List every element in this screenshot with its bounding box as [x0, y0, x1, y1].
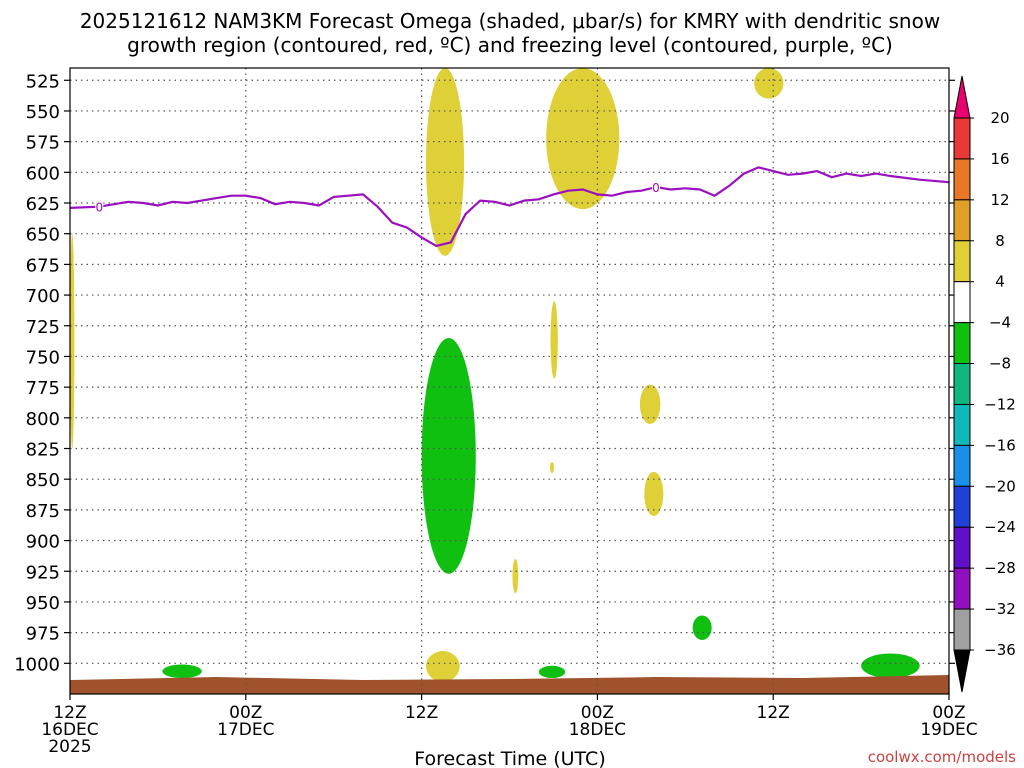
omega-region-2 [546, 68, 620, 210]
omega-region-12 [162, 664, 202, 679]
freezing-level-label-1: 0 [652, 181, 660, 195]
plot-background [70, 68, 949, 694]
freezing-level-label-0: 0 [95, 201, 103, 215]
grid-lines [70, 68, 949, 694]
colorbar-label-4: 4 [995, 273, 1005, 291]
omega-region-1 [426, 68, 465, 256]
omega-region-3 [754, 68, 784, 99]
x-tick-label-0-0: 12Z [53, 703, 86, 723]
chart-title-line-1: 2025121612 NAM3KM Forecast Omega (shaded… [80, 9, 940, 33]
y-axis: 525 550 575 600 625 650 675 700 725 750 775 800 825 8… [14, 71, 955, 675]
x-tick-label-60-1: 19DEC [920, 720, 977, 740]
y-tick-label-925: 925 [26, 562, 60, 583]
colorbar-segment-9 [953, 444, 971, 487]
y-tick-label-725: 725 [26, 317, 60, 338]
y-tick-label-850: 850 [26, 470, 60, 491]
freezing-level-label-bg-0 [95, 200, 104, 213]
omega-region-13 [538, 665, 566, 679]
y-tick-label-525: 525 [26, 71, 60, 92]
y-tick-label-1000: 1000 [14, 654, 60, 675]
colorbar-label-1: 16 [990, 150, 1009, 168]
x-tick-label-24-0: 12Z [405, 703, 438, 723]
freezing-level-label-bg-1 [652, 181, 660, 194]
colorbar-label-10: −24 [984, 518, 1016, 536]
colorbar-segment-8 [953, 403, 971, 446]
omega-region-4 [550, 301, 558, 379]
y-tick-label-950: 950 [26, 593, 60, 614]
colorbar-segment-4 [953, 240, 971, 283]
y-tick-label-975: 975 [26, 624, 60, 645]
colorbar-label-7: −12 [984, 395, 1016, 413]
omega-shading [70, 68, 949, 694]
colorbar-segment-12 [953, 567, 971, 610]
x-tick-label-0-1: 16DEC [41, 720, 98, 740]
watermark: coolwx.com/models [868, 748, 1016, 766]
terrain-strip [70, 675, 949, 694]
y-tick-label-825: 825 [26, 440, 60, 461]
x-tick-label-12-1: 17DEC [217, 720, 274, 740]
colorbar-label-2: 12 [990, 191, 1009, 209]
y-tick-label-550: 550 [26, 102, 60, 123]
colorbar-bottom-arrow [953, 649, 971, 693]
plot-area: 00 [69, 67, 950, 695]
y-tick-label-750: 750 [26, 347, 60, 368]
omega-region-11 [692, 615, 712, 640]
y-tick-label-625: 625 [26, 194, 60, 215]
colorbar-segment-13 [953, 608, 971, 651]
omega-region-14 [861, 653, 920, 679]
y-tick-label-675: 675 [26, 255, 60, 276]
y-tick-label-775: 775 [26, 378, 60, 399]
y-tick-label-600: 600 [26, 163, 60, 184]
y-tick-label-650: 650 [26, 225, 60, 246]
omega-region-7 [644, 471, 664, 517]
colorbar: 20 16 12 8 4 −4 −8 −12 −16 −20 −24 −28 −32 −36 [953, 75, 1016, 693]
colorbar-label-5: −4 [989, 314, 1011, 332]
freezing-level-line [70, 166, 949, 248]
y-tick-label-875: 875 [26, 501, 60, 522]
omega-region-9 [425, 651, 460, 682]
colorbar-segment-3 [953, 199, 971, 242]
omega-region-6 [639, 384, 661, 424]
colorbar-segment-11 [953, 526, 971, 569]
chart-title-line-2: growth region (contoured, red, ºC) and f… [127, 33, 893, 57]
colorbar-label-3: 8 [995, 232, 1005, 250]
y-tick-label-900: 900 [26, 532, 60, 553]
omega-region-10 [421, 338, 476, 574]
omega-region-5 [549, 462, 554, 474]
colorbar-segment-6 [953, 322, 971, 365]
x-tick-label-60-0: 00Z [932, 703, 965, 723]
omega-region-0 [70, 233, 75, 449]
x-tick-label-0-2: 2025 [48, 737, 91, 757]
y-tick-label-700: 700 [26, 286, 60, 307]
omega-region-8 [512, 558, 519, 594]
colorbar-segment-5 [953, 281, 971, 324]
colorbar-label-6: −8 [989, 355, 1011, 373]
colorbar-segment-7 [953, 363, 971, 405]
plot-frame [69, 67, 950, 695]
x-axis-label: Forecast Time (UTC) [414, 748, 605, 768]
colorbar-segment-1 [953, 117, 971, 160]
x-tick-label-36-1: 18DEC [569, 720, 626, 740]
colorbar-segment-10 [953, 485, 971, 528]
x-tick-label-48-0: 12Z [757, 703, 790, 723]
x-tick-label-36-0: 00Z [581, 703, 614, 723]
colorbar-label-12: −32 [984, 600, 1016, 618]
freezing-level-layer: 00 [70, 166, 949, 248]
colorbar-label-11: −28 [984, 559, 1016, 577]
y-tick-label-800: 800 [26, 409, 60, 430]
colorbar-segment-2 [953, 158, 971, 201]
colorbar-label-13: −36 [984, 641, 1016, 659]
colorbar-top-arrow [953, 75, 971, 119]
x-tick-label-12-0: 00Z [229, 703, 262, 723]
y-tick-label-575: 575 [26, 133, 60, 154]
colorbar-label-9: −20 [984, 477, 1016, 495]
colorbar-label-0: 20 [990, 109, 1009, 127]
colorbar-label-8: −16 [984, 436, 1016, 454]
